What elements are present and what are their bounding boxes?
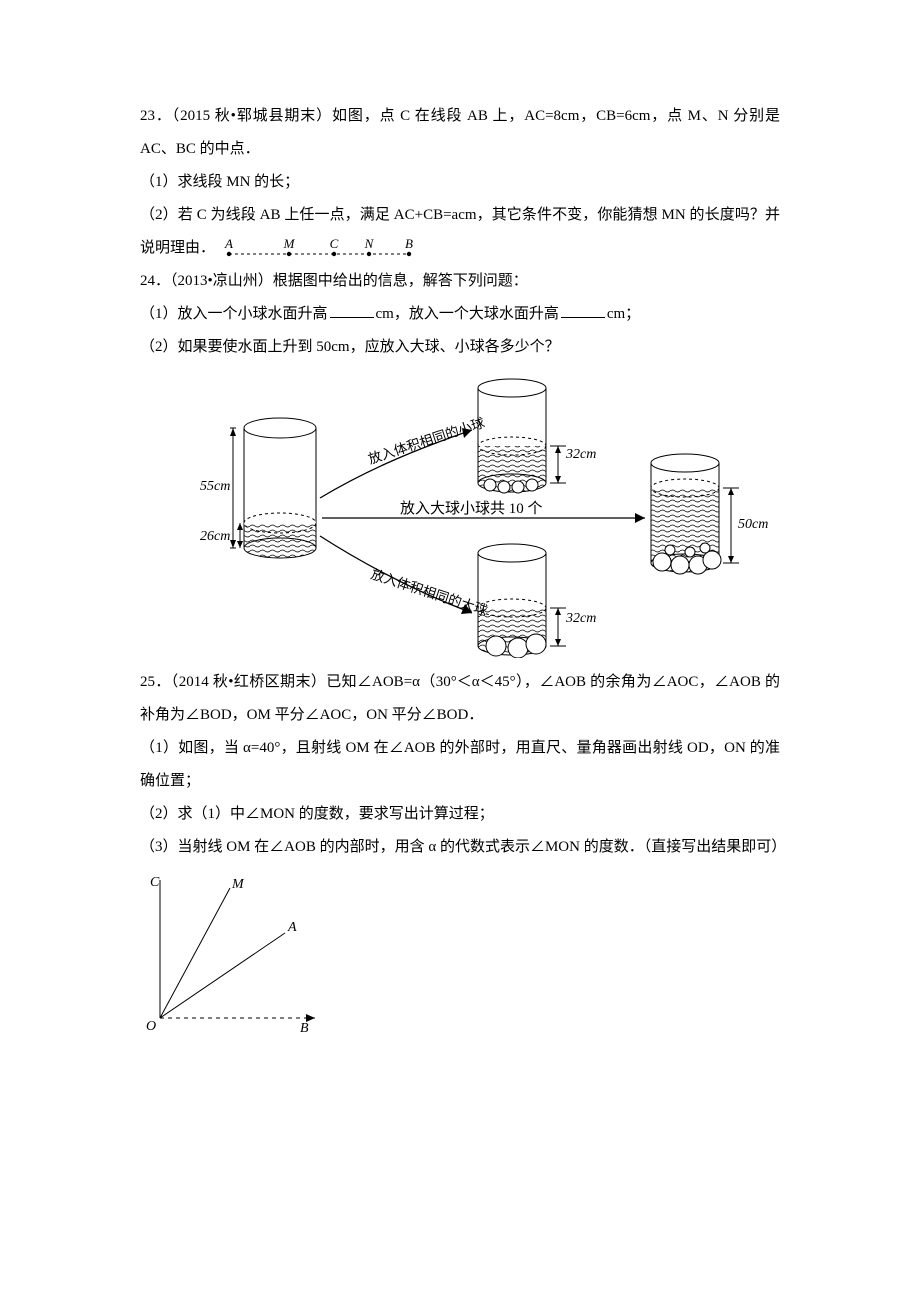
q25-label-M: M — [231, 877, 245, 892]
q24-p1c: cm； — [607, 306, 640, 322]
q24-blank2 — [561, 302, 605, 318]
q24-line1: 24．（2013•凉山州）根据图中给出的信息，解答下列问题： — [140, 265, 780, 298]
q24-source: （2013•凉山州） — [170, 273, 273, 289]
q23-line1: 23．（2015 秋•郓城县期末）如图，点 C 在线段 AB 上，AC=8cm，… — [140, 100, 780, 166]
q24-stem: 根据图中给出的信息，解答下列问题： — [273, 273, 528, 289]
q24-cyl-mix: 50cm — [651, 454, 768, 574]
q23-p2: （2）若 C 为线段 AB 上任一点，满足 AC+CB=acm，其它条件不变，你… — [140, 199, 780, 265]
q24-label-mix: 放入大球小球共 10 个 — [400, 500, 543, 517]
q25-label-A: A — [287, 920, 297, 935]
q24-p1b: cm，放入一个大球水面升高 — [376, 306, 559, 322]
q23-label-M: M — [282, 236, 295, 251]
q25-source: （2014 秋•红桥区期末） — [171, 674, 326, 690]
q24-figure: 55cm 26cm — [140, 368, 780, 658]
q25-number: 25． — [140, 674, 171, 690]
q24-cyl-left: 55cm 26cm — [200, 418, 316, 558]
q23-number: 23． — [140, 108, 172, 124]
q25-label-O: O — [146, 1019, 156, 1034]
q25-label-B: B — [300, 1021, 309, 1036]
q23-source: （2015 秋•郓城县期末） — [172, 108, 332, 124]
q24-label-big: 放入体积相同的大球 — [369, 567, 490, 619]
q23-label-A: A — [224, 236, 233, 251]
q25-figure: C M A O B — [140, 868, 780, 1038]
q24-cyl-big: 32cm — [478, 544, 596, 658]
q24-number: 24． — [140, 273, 170, 289]
q24-h32a: 32cm — [565, 447, 596, 462]
q24-h32b: 32cm — [565, 611, 596, 626]
q23-label-B: B — [405, 236, 413, 251]
q25-p1: （1）如图，当 α=40°，且射线 OM 在∠AOB 的外部时，用直尺、量角器画… — [140, 732, 780, 798]
page: 23．（2015 秋•郓城县期末）如图，点 C 在线段 AB 上，AC=8cm，… — [70, 0, 850, 1106]
q24-label-small: 放入体积相同的小球 — [366, 415, 487, 467]
q25-line1: 25．（2014 秋•红桥区期末）已知∠AOB=α（30°＜α＜45°），∠AO… — [140, 666, 780, 732]
q23-label-C: C — [329, 236, 338, 251]
q24-cyl-small: 32cm — [478, 379, 596, 493]
q24-h26: 26cm — [200, 529, 230, 544]
q23-figure: A M C N B — [219, 236, 419, 262]
q23-p1: （1）求线段 MN 的长； — [140, 166, 780, 199]
q24-blank1 — [330, 302, 374, 318]
q25-label-C: C — [150, 875, 160, 890]
q24-h50: 50cm — [738, 517, 768, 532]
q25-p2: （2）求（1）中∠MON 的度数，要求写出计算过程； — [140, 798, 780, 831]
q24-p1: （1）放入一个小球水面升高 cm，放入一个大球水面升高 cm； — [140, 298, 780, 331]
q24-p1a: （1）放入一个小球水面升高 — [140, 306, 328, 322]
q25-p3: （3）当射线 OM 在∠AOB 的内部时，用含 α 的代数式表示∠MON 的度数… — [140, 831, 780, 864]
q24-h55: 55cm — [200, 479, 230, 494]
q24-p2: （2）如果要使水面上升到 50cm，应放入大球、小球各多少个？ — [140, 331, 780, 364]
q23-label-N: N — [363, 236, 374, 251]
